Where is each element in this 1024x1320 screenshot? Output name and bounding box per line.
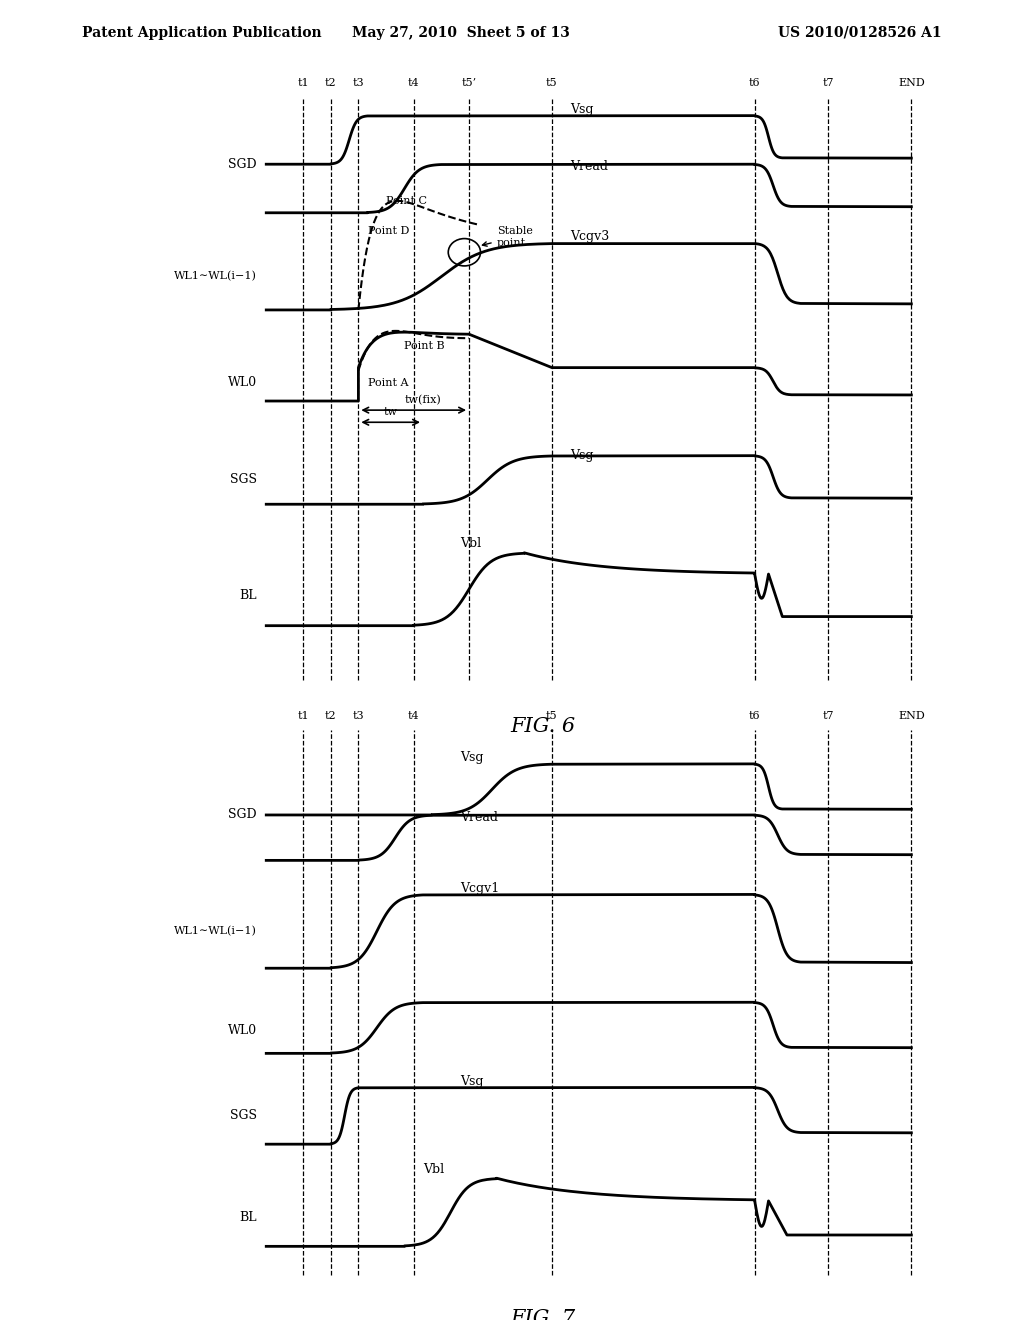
Text: BL: BL bbox=[240, 1212, 257, 1225]
Text: Vread: Vread bbox=[460, 810, 498, 824]
Text: Point C: Point C bbox=[386, 195, 427, 206]
Text: Vread: Vread bbox=[570, 160, 608, 173]
Text: Patent Application Publication: Patent Application Publication bbox=[82, 26, 322, 40]
Text: Point D: Point D bbox=[368, 226, 409, 236]
Text: Vsg: Vsg bbox=[460, 751, 483, 764]
Text: END: END bbox=[898, 78, 925, 88]
Text: t1: t1 bbox=[297, 78, 309, 88]
Text: t6: t6 bbox=[749, 711, 761, 721]
Text: END: END bbox=[898, 711, 925, 721]
Text: WL1∼WL(i−1): WL1∼WL(i−1) bbox=[174, 272, 257, 281]
Text: Point B: Point B bbox=[404, 342, 445, 351]
Text: t4: t4 bbox=[408, 711, 420, 721]
Text: WL0: WL0 bbox=[228, 1024, 257, 1038]
Text: Vsg: Vsg bbox=[570, 103, 594, 116]
Text: WL1∼WL(i−1): WL1∼WL(i−1) bbox=[174, 927, 257, 936]
Text: Vcgv3: Vcgv3 bbox=[570, 230, 609, 243]
Text: SGD: SGD bbox=[228, 157, 257, 170]
Text: tw(fix): tw(fix) bbox=[404, 395, 441, 405]
Text: t4: t4 bbox=[408, 78, 420, 88]
Text: May 27, 2010  Sheet 5 of 13: May 27, 2010 Sheet 5 of 13 bbox=[352, 26, 569, 40]
Text: SGS: SGS bbox=[230, 474, 257, 487]
Text: Point A: Point A bbox=[368, 378, 409, 388]
Text: SGS: SGS bbox=[230, 1109, 257, 1122]
Text: t6: t6 bbox=[749, 78, 761, 88]
Text: Vbl: Vbl bbox=[423, 1163, 444, 1176]
Text: t2: t2 bbox=[325, 78, 337, 88]
Text: t3: t3 bbox=[352, 78, 365, 88]
Text: Vcgv1: Vcgv1 bbox=[460, 882, 499, 895]
Text: FIG. 7: FIG. 7 bbox=[510, 1309, 575, 1320]
Text: t5: t5 bbox=[546, 78, 558, 88]
Text: t7: t7 bbox=[822, 711, 835, 721]
Text: Vsg: Vsg bbox=[460, 1074, 483, 1088]
Text: Vsg: Vsg bbox=[570, 449, 594, 462]
Text: t2: t2 bbox=[325, 711, 337, 721]
Text: BL: BL bbox=[240, 589, 257, 602]
Text: FIG. 6: FIG. 6 bbox=[510, 717, 575, 735]
Text: t3: t3 bbox=[352, 711, 365, 721]
Text: Vbl: Vbl bbox=[460, 537, 481, 549]
Text: t1: t1 bbox=[297, 711, 309, 721]
Text: t5: t5 bbox=[546, 711, 558, 721]
Text: SGD: SGD bbox=[228, 808, 257, 821]
Text: Stable
point: Stable point bbox=[482, 226, 532, 248]
Text: t7: t7 bbox=[822, 78, 835, 88]
Text: US 2010/0128526 A1: US 2010/0128526 A1 bbox=[778, 26, 942, 40]
Text: WL0: WL0 bbox=[228, 376, 257, 389]
Text: t5’: t5’ bbox=[462, 78, 476, 88]
Text: tw: tw bbox=[384, 408, 397, 417]
